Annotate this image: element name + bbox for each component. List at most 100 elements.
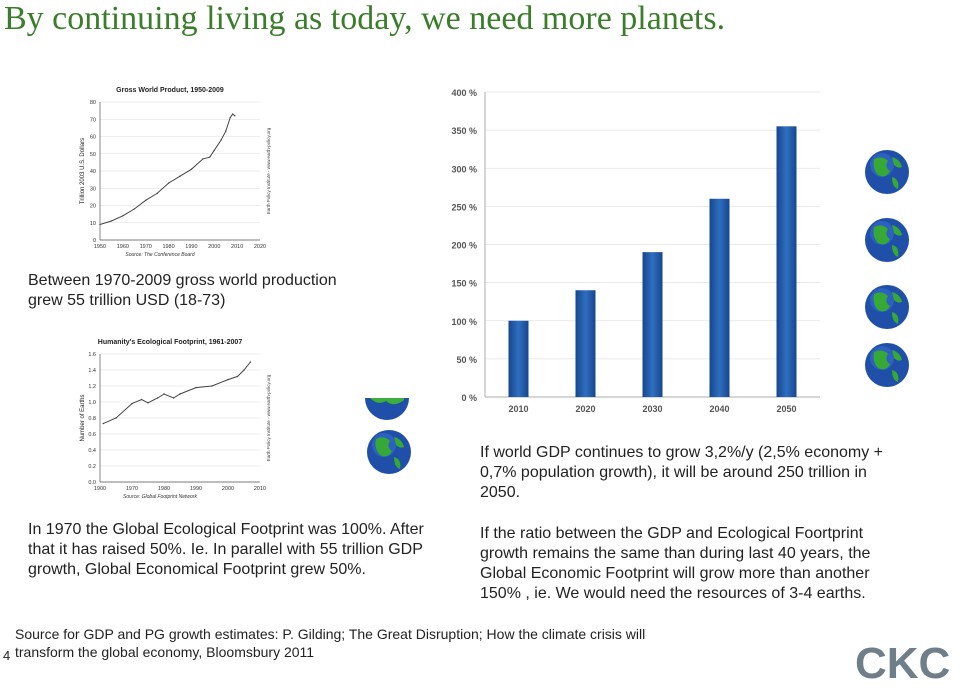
globe-land [394,457,401,469]
globe-land [892,177,899,189]
y-tick-label: 50 % [456,355,477,365]
x-tick-label: 1970 [126,486,138,492]
x-tick-label: 1900 [94,486,106,492]
chart-title: Gross World Product, 1950-2009 [116,87,224,94]
bar [776,126,797,397]
x-tick-label: 2010 [254,486,266,492]
y-tick-label: 50 [90,152,96,158]
slide-title: By continuing living as today, we need m… [4,0,726,37]
data-point [110,220,113,222]
y-tick-label: 0 % [461,393,477,403]
globe-land [892,370,899,382]
x-tick-label: 2050 [776,404,796,414]
globe-land [892,157,902,168]
ckc-logo: CKC [855,639,950,686]
series-line [99,113,236,225]
chart-source: Source: The Conference Board [125,252,194,258]
x-tick-label: 2020 [254,244,266,250]
globe-land [375,437,392,457]
x-tick-label: 2010 [508,404,528,414]
y-tick-label: 1.4 [88,368,96,374]
globe-icon [865,150,909,194]
y-tick-label: 100 % [451,317,477,327]
y-axis-label: Number of Earths [80,394,86,441]
data-point [220,139,222,141]
data-point [179,393,181,395]
y-tick-label: 0.4 [88,448,96,454]
y-tick-label: 60 [90,135,96,141]
data-point [145,199,147,202]
y-tick-label: 0 [93,238,96,244]
footprint-text: In 1970 the Global Ecological Footprint … [28,521,424,578]
x-tick-label: 1990 [190,486,202,492]
y-tick-label: 350 % [451,126,477,136]
y-tick-label: 0.0 [88,480,96,486]
y-tick-label: 1.0 [88,400,96,406]
globe-land [873,157,890,177]
data-point [231,113,234,115]
data-point [213,149,215,151]
globe-icon [367,430,411,474]
x-tick-label: 1960 [117,244,129,250]
globe-icon [365,398,409,420]
bar [642,252,663,397]
globe-land [873,292,890,312]
globe-icon [865,343,909,387]
data-point [234,115,236,117]
globe-land [892,245,899,257]
data-point [195,386,197,389]
x-tick-label: 1980 [162,244,174,250]
data-point [202,158,204,160]
footprint-projection-chart: 0 % 50 % 100 % 150 % 200 % 250 % 300 % 350 % 400… [451,88,820,414]
data-point [163,393,165,395]
globe-land [892,312,899,324]
x-tick-label: 1950 [94,244,106,250]
gdp-text: If world GDP continues to grow 3,2%/y (2… [480,444,884,501]
globe-land [873,350,890,370]
data-point [156,397,159,399]
globe-land [892,225,902,236]
globe-icon [865,218,909,262]
data-point [167,182,170,184]
x-tick-label: 2000 [208,244,220,250]
y-tick-label: 250 % [451,202,477,212]
y-tick-label: 150 % [451,279,477,289]
data-point [115,417,117,419]
y-tick-label: 300 % [451,164,477,174]
bar [508,320,529,397]
data-point [243,369,245,371]
globe-land [873,225,890,245]
y-tick-label: 1.2 [88,384,96,390]
x-tick-label: 1980 [158,486,170,492]
chart-title: Humanity's Ecological Footprint, 1961-20… [98,339,243,346]
page-number: 4 [3,648,11,663]
y-tick-label: 0.2 [88,464,96,470]
data-point [236,375,239,378]
y-tick-label: 0.6 [88,432,96,438]
bar [709,198,730,397]
x-tick-label: 2020 [575,404,595,414]
data-point [147,402,149,404]
x-tick-label: 2000 [222,486,234,492]
x-tick-label: 1970 [140,244,152,250]
data-point [249,361,252,363]
data-point [131,402,133,405]
globe-land [892,292,902,303]
source-text: Source for GDP and PG growth estimates: … [15,626,646,660]
data-point [172,397,175,399]
data-point [190,168,193,170]
gwp-text: Between 1970-2009 gross world production… [28,272,337,309]
data-point [99,223,101,226]
y-tick-label: 0.8 [88,416,96,422]
data-point [102,422,104,425]
y-tick-label: 400 % [451,88,477,98]
data-point [122,215,124,217]
globe-icon [865,285,909,329]
globe-land [394,437,404,448]
data-point [179,175,181,177]
bar [575,290,596,397]
y-tick-label: 200 % [451,241,477,251]
side-note: Earth Policy Institute - www.earth-polic… [266,374,271,461]
y-tick-label: 70 [90,117,96,123]
data-point [227,378,229,381]
